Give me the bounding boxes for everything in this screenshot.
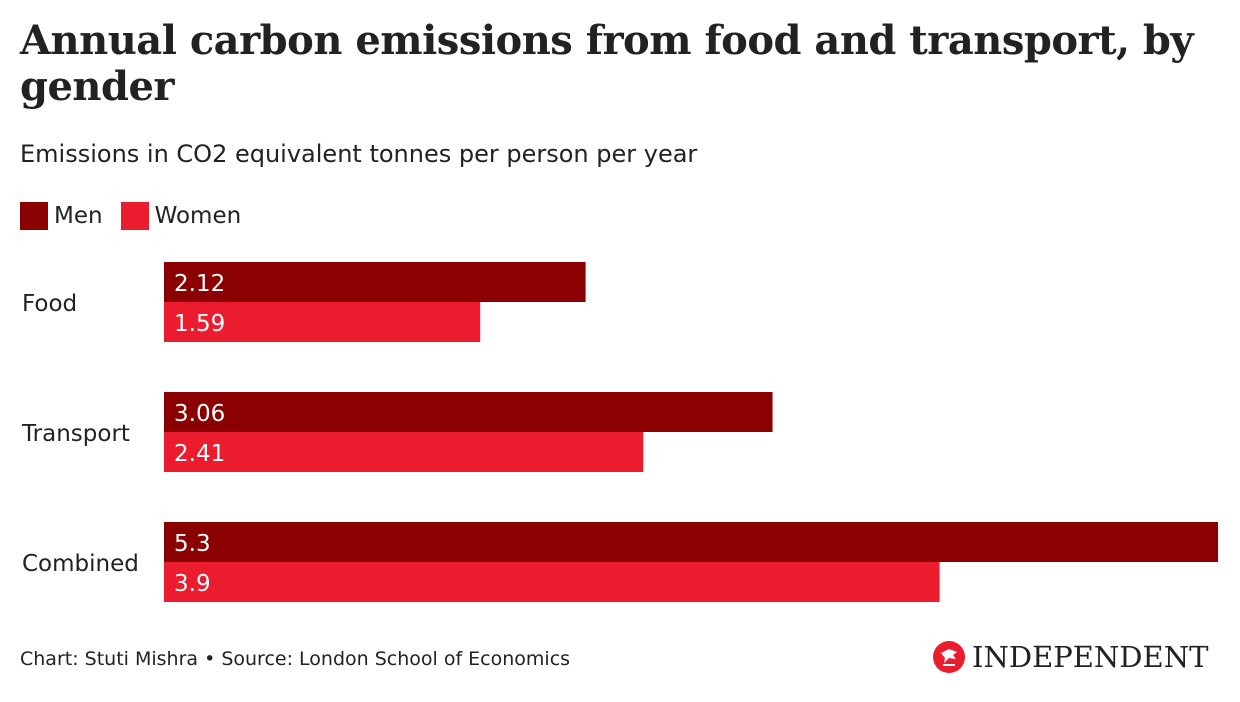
category-label-food: Food xyxy=(22,291,77,317)
chart-subtitle: Emissions in CO2 equivalent tonnes per p… xyxy=(20,140,698,168)
eagle-icon xyxy=(933,641,965,673)
bar-men-transport xyxy=(164,392,773,432)
legend-swatch-women xyxy=(120,202,149,230)
legend-swatch-men xyxy=(20,202,48,230)
category-label-transport: Transport xyxy=(21,421,130,447)
bar-women-combined xyxy=(164,562,940,602)
chart-title: Annual carbon emissions from food and tr… xyxy=(20,17,1194,110)
logo-text: INDEPENDENT xyxy=(972,640,1209,674)
source-credit: Chart: Stuti Mishra • Source: London Sch… xyxy=(20,648,571,670)
data-label-women-transport: 2.41 xyxy=(174,441,225,467)
bar-women-transport xyxy=(164,432,644,472)
bar-men-food xyxy=(164,262,586,302)
legend-label-men: Men xyxy=(54,203,103,229)
data-label-men-transport: 3.06 xyxy=(174,401,225,427)
legend-label-women: Women xyxy=(154,203,242,229)
legend-item-men: Men xyxy=(20,202,103,230)
data-label-men-combined: 5.3 xyxy=(174,531,211,557)
data-label-men-food: 2.12 xyxy=(174,271,225,297)
bar-men-combined xyxy=(164,522,1218,562)
legend-item-women: Women xyxy=(120,202,242,230)
data-label-women-combined: 3.9 xyxy=(174,571,211,597)
bar-women-food xyxy=(164,302,481,342)
category-label-combined: Combined xyxy=(22,551,139,577)
legend: Men Women xyxy=(20,202,259,230)
independent-logo: INDEPENDENT xyxy=(932,640,1208,674)
data-label-women-food: 1.59 xyxy=(174,311,225,337)
